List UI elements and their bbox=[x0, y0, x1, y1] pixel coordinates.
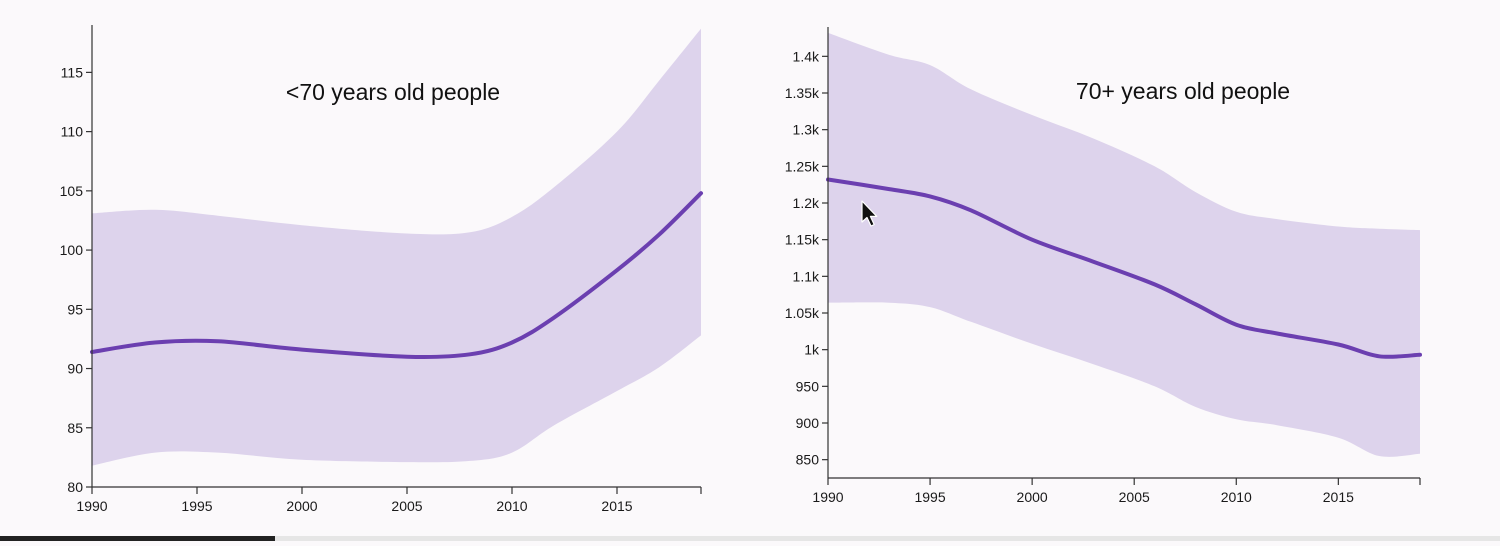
y-tick-label-70-plus: 1.4k bbox=[793, 48, 820, 64]
x-tick-label-70-plus: 2015 bbox=[1323, 489, 1354, 505]
y-tick-label-70-plus: 950 bbox=[796, 378, 820, 394]
y-tick-label-70-plus: 850 bbox=[796, 452, 820, 468]
y-tick-label-70-plus: 1.35k bbox=[785, 85, 820, 101]
x-tick-label-70-plus: 1995 bbox=[914, 489, 945, 505]
chart-under-70: <70 years old people 80 85 90 95 100 105 110 11… bbox=[60, 25, 703, 514]
x-tick-label-70-plus: 2005 bbox=[1119, 489, 1150, 505]
chart-title-under-70: <70 years old people bbox=[286, 79, 500, 105]
video-progress-track bbox=[0, 536, 1500, 541]
y-tick-label-under-70: 115 bbox=[61, 64, 84, 80]
y-tick-label-under-70: 95 bbox=[67, 301, 83, 317]
confidence-band-under-70 bbox=[92, 28, 701, 466]
y-tick-label-70-plus: 1.25k bbox=[785, 158, 820, 174]
y-tick-label-70-plus: 1.15k bbox=[785, 232, 820, 248]
series-line-estimate-under-70 bbox=[90, 191, 703, 359]
x-tick-label-under-70: 1995 bbox=[181, 498, 212, 514]
y-tick-label-70-plus: 1.1k bbox=[793, 268, 820, 284]
y-tick-label-under-70: 85 bbox=[67, 420, 83, 436]
chart-title-70-plus: 70+ years old people bbox=[1076, 78, 1290, 104]
y-tick-label-70-plus: 1k bbox=[804, 342, 820, 358]
video-progress-fill bbox=[0, 536, 275, 541]
y-tick-label-under-70: 105 bbox=[60, 183, 84, 199]
confidence-band-70-plus bbox=[828, 32, 1420, 457]
y-tick-label-70-plus: 1.3k bbox=[793, 122, 820, 138]
y-tick-label-under-70: 110 bbox=[61, 124, 84, 140]
chart-70-plus: 70+ years old people 850 900 950 1k 1.05k 1.1… bbox=[785, 27, 1422, 505]
x-tick-label-under-70: 2015 bbox=[601, 498, 632, 514]
y-tick-label-70-plus: 900 bbox=[796, 415, 820, 431]
x-tick-label-under-70: 2000 bbox=[286, 498, 317, 514]
mouse-pointer-icon bbox=[861, 200, 878, 227]
y-tick-label-70-plus: 1.05k bbox=[785, 305, 820, 321]
x-tick-label-70-plus: 2000 bbox=[1017, 489, 1048, 505]
y-tick-label-under-70: 100 bbox=[60, 242, 84, 258]
x-tick-label-70-plus: 1990 bbox=[812, 489, 843, 505]
y-tick-label-under-70: 90 bbox=[67, 361, 83, 377]
x-tick-label-under-70: 2005 bbox=[391, 498, 422, 514]
series-line-estimate-70-plus bbox=[826, 177, 1422, 359]
x-tick-label-under-70: 1990 bbox=[76, 498, 107, 514]
y-tick-label-70-plus: 1.2k bbox=[793, 195, 820, 211]
y-tick-label-under-70: 80 bbox=[67, 479, 83, 495]
x-tick-label-70-plus: 2010 bbox=[1221, 489, 1252, 505]
x-tick-label-under-70: 2010 bbox=[496, 498, 527, 514]
